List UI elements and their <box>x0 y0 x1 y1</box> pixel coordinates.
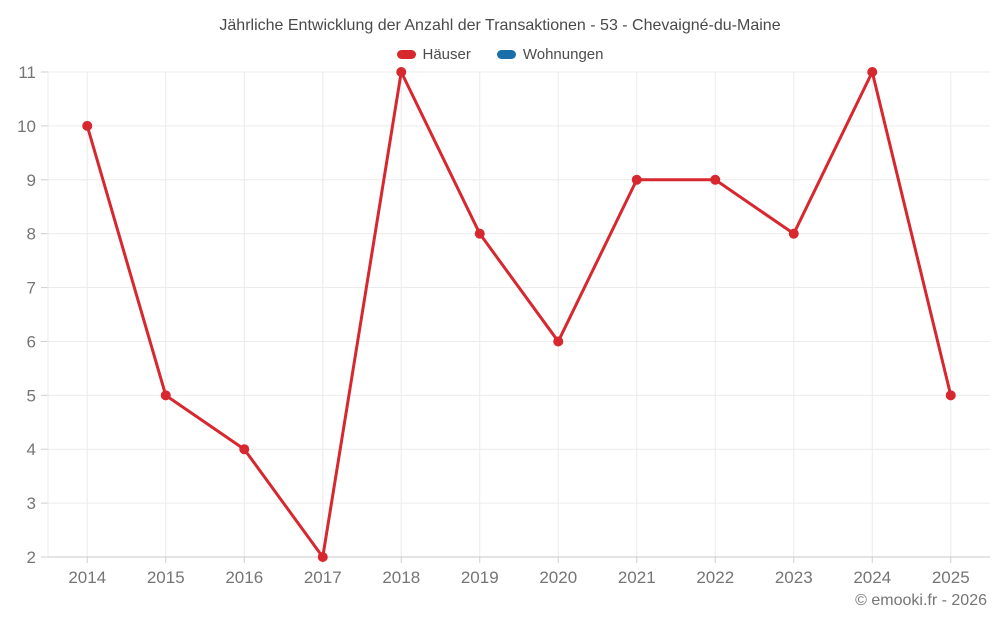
y-axis-label: 9 <box>27 171 36 190</box>
data-point-2020[interactable] <box>553 336 564 347</box>
haeuser-legend-label: Häuser <box>422 45 471 63</box>
x-axis-label: 2022 <box>696 568 734 587</box>
y-axis-label: 8 <box>27 225 36 244</box>
legend-item-wohnungen[interactable]: Wohnungen <box>496 45 604 63</box>
chart-title: Jährliche Entwicklung der Anzahl der Tra… <box>219 17 781 34</box>
data-point-2017[interactable] <box>317 552 328 562</box>
x-axis-label: 2024 <box>853 568 891 587</box>
y-axis-label: 6 <box>27 332 36 351</box>
x-axis-label: 2020 <box>539 568 577 587</box>
x-axis-label: 2015 <box>147 568 185 587</box>
haeuser-legend-swatch <box>396 49 416 59</box>
y-axis-label: 10 <box>17 117 36 136</box>
x-axis-label: 2025 <box>932 568 970 587</box>
x-axis-label: 2016 <box>225 568 263 587</box>
data-point-2019[interactable] <box>474 228 485 239</box>
legend-item-haeuser[interactable]: Häuser <box>396 45 471 63</box>
series-line-häuser <box>85 70 953 559</box>
data-point-2024[interactable] <box>867 67 878 77</box>
data-point-2025[interactable] <box>945 390 956 401</box>
y-axis-label: 4 <box>27 440 36 459</box>
x-axis-label: 2021 <box>618 568 656 587</box>
x-axis-label: 2019 <box>461 568 499 587</box>
wohnungen-legend-swatch <box>496 49 516 59</box>
x-axis-label: 2018 <box>382 568 420 587</box>
data-point-2015[interactable] <box>160 390 171 401</box>
data-point-2022[interactable] <box>710 174 721 185</box>
data-point-2014[interactable] <box>82 120 93 131</box>
y-axis-label: 7 <box>27 279 36 298</box>
y-axis-label: 2 <box>27 548 36 567</box>
y-axis-label: 5 <box>27 386 36 405</box>
data-point-2021[interactable] <box>631 174 642 185</box>
data-point-2023[interactable] <box>788 228 799 239</box>
legend: Häuser Wohnungen <box>0 45 1000 63</box>
wohnungen-legend-label: Wohnungen <box>522 45 604 63</box>
y-axis-label: 11 <box>18 63 36 82</box>
y-axis-label: 3 <box>27 494 36 513</box>
copyright: © emooki.fr - 2026 <box>855 592 987 609</box>
x-axis-label: 2023 <box>775 568 813 587</box>
x-axis-label: 2014 <box>68 568 106 587</box>
x-axis-label: 2017 <box>304 568 342 587</box>
data-point-2018[interactable] <box>396 67 407 77</box>
data-point-2016[interactable] <box>239 444 250 455</box>
